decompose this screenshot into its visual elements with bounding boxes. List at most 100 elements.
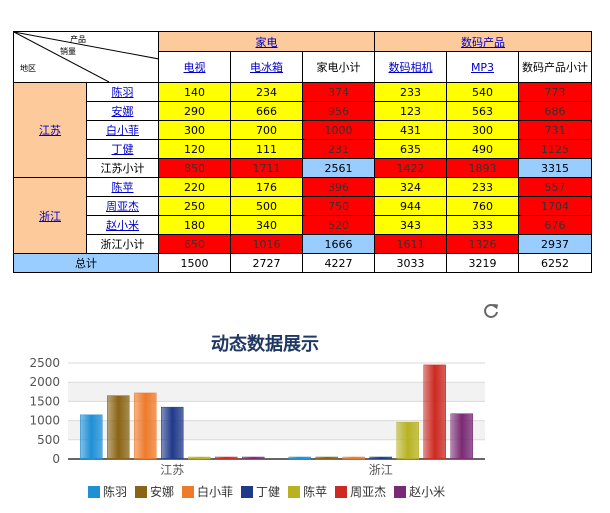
bar-白小菲[interactable] (134, 392, 157, 460)
y-tick-label: 1000 (29, 414, 60, 428)
bar-周亚杰[interactable] (215, 456, 238, 460)
group-header: 家电 (158, 31, 375, 52)
bar-陈羽[interactable] (80, 414, 103, 460)
value-cell: 731 (518, 120, 592, 140)
value-cell: 233 (374, 82, 447, 102)
bar-赵小米[interactable] (242, 456, 265, 460)
legend-item[interactable]: 陈羽 (88, 483, 127, 500)
legend-swatch (88, 485, 100, 498)
subtotal-cell: 650 (158, 234, 231, 254)
bar-丁健[interactable] (161, 406, 184, 460)
value-cell: 431 (374, 120, 447, 140)
legend-swatch (288, 485, 301, 498)
y-tick-label: 500 (37, 433, 60, 447)
value-cell: 111 (230, 139, 303, 159)
value-cell: 234 (230, 82, 303, 102)
bar-chart: 0 500 1000 1500 2000 2500 江苏 浙江 (29, 356, 485, 475)
table-row: 江苏 陈羽 140 234 374 233 540 773 (13, 82, 592, 178)
bar-丁健[interactable] (369, 456, 392, 460)
bar-陈苹[interactable] (188, 456, 211, 460)
corner-region-label: 地区 (20, 64, 36, 73)
bar-安娜[interactable] (107, 395, 130, 460)
total-cell: 3033 (374, 253, 447, 273)
column-header-link[interactable]: 电冰箱 (250, 60, 283, 74)
value-cell: 233 (446, 177, 519, 197)
corner-product-label: 产品 (70, 35, 86, 44)
bar-周亚杰[interactable] (423, 364, 446, 460)
legend-item[interactable]: 陈苹 (288, 483, 327, 500)
value-cell: 180 (158, 215, 231, 235)
value-cell: 300 (158, 120, 231, 140)
person-link[interactable]: 陈羽 (111, 86, 134, 99)
person-link[interactable]: 陈苹 (111, 181, 134, 194)
total-cell: 6252 (518, 253, 592, 273)
value-cell: 686 (518, 101, 592, 121)
subtotal-cell: 1893 (446, 158, 519, 178)
legend-item[interactable]: 白小菲 (182, 483, 233, 500)
value-cell: 773 (518, 82, 592, 102)
group-header-link[interactable]: 家电 (255, 35, 278, 49)
table-row: 安娜 290 666 956 123 563 686 (14, 101, 592, 121)
legend-item[interactable]: 赵小米 (394, 483, 445, 500)
person-link[interactable]: 安娜 (111, 105, 134, 118)
x-tick-label: 江苏 (160, 463, 184, 475)
person-link[interactable]: 赵小米 (106, 219, 139, 232)
legend-swatch (135, 485, 148, 498)
legend-label: 陈苹 (303, 485, 328, 499)
column-header-link[interactable]: MP3 (470, 60, 495, 74)
column-header[interactable]: 数码相机 (374, 51, 447, 83)
legend-item[interactable]: 安娜 (135, 483, 174, 500)
legend-label: 白小菲 (197, 485, 234, 499)
value-cell: 340 (230, 215, 303, 235)
column-header-link[interactable]: 数码相机 (388, 60, 433, 74)
value-cell: 231 (302, 139, 375, 159)
group-header-link[interactable]: 数码产品 (461, 35, 505, 49)
y-tick-label: 2500 (29, 356, 60, 370)
region-link[interactable]: 浙江 (39, 209, 61, 223)
value-cell: 500 (230, 196, 303, 216)
bar-陈羽[interactable] (288, 456, 311, 460)
value-cell: 944 (374, 196, 447, 216)
value-cell: 333 (446, 215, 519, 235)
value-cell: 324 (374, 177, 447, 197)
value-cell: 520 (302, 215, 375, 235)
value-cell: 343 (374, 215, 447, 235)
subtotal-cell: 1611 (374, 234, 447, 254)
person-link[interactable]: 丁健 (111, 143, 134, 156)
person-link[interactable]: 白小菲 (106, 124, 139, 137)
table-row: 白小菲 300 700 1000 431 300 731 (14, 120, 592, 140)
value-cell: 540 (446, 82, 519, 102)
total-cell: 2727 (230, 253, 303, 273)
bar-安娜[interactable] (315, 456, 338, 460)
value-cell: 120 (158, 139, 231, 159)
bar-白小菲[interactable] (342, 456, 365, 460)
value-cell: 700 (230, 120, 303, 140)
person-link[interactable]: 周亚杰 (106, 200, 139, 213)
legend-label: 安娜 (150, 485, 175, 499)
column-header-link[interactable]: 电视 (183, 60, 206, 74)
chart-legend: 陈羽 安娜 白小菲 丁健 陈苹 周亚杰 赵小米 (88, 483, 453, 500)
subtotal-cell: 1016 (230, 234, 303, 254)
bar-陈苹[interactable] (396, 421, 419, 460)
region-link[interactable]: 江苏 (39, 124, 61, 137)
legend-item[interactable]: 丁健 (241, 483, 280, 500)
x-tick-label: 浙江 (369, 463, 393, 475)
bar-赵小米[interactable] (450, 413, 473, 460)
value-cell: 750 (302, 196, 375, 216)
person-cell: 赵小米 (86, 215, 159, 235)
person-cell: 陈羽 (86, 82, 159, 102)
y-tick-label: 2000 (29, 375, 60, 389)
legend-label: 陈羽 (103, 485, 128, 499)
total-cell: 3219 (446, 253, 519, 273)
person-cell: 白小菲 (86, 120, 159, 140)
column-header[interactable]: 电冰箱 (230, 51, 303, 83)
column-header[interactable]: MP3 (446, 51, 519, 83)
legend-item[interactable]: 周亚杰 (335, 483, 386, 500)
subtotal-row: 江苏小计 850 1711 2561 1422 1893 3315 (14, 158, 592, 178)
value-cell: 1704 (518, 196, 592, 216)
refresh-icon[interactable] (481, 301, 501, 321)
subtotal-cell: 850 (158, 158, 231, 178)
column-header[interactable]: 电视 (158, 51, 231, 83)
corner-sales-label: 销量 (60, 47, 76, 56)
value-cell: 140 (158, 82, 231, 102)
